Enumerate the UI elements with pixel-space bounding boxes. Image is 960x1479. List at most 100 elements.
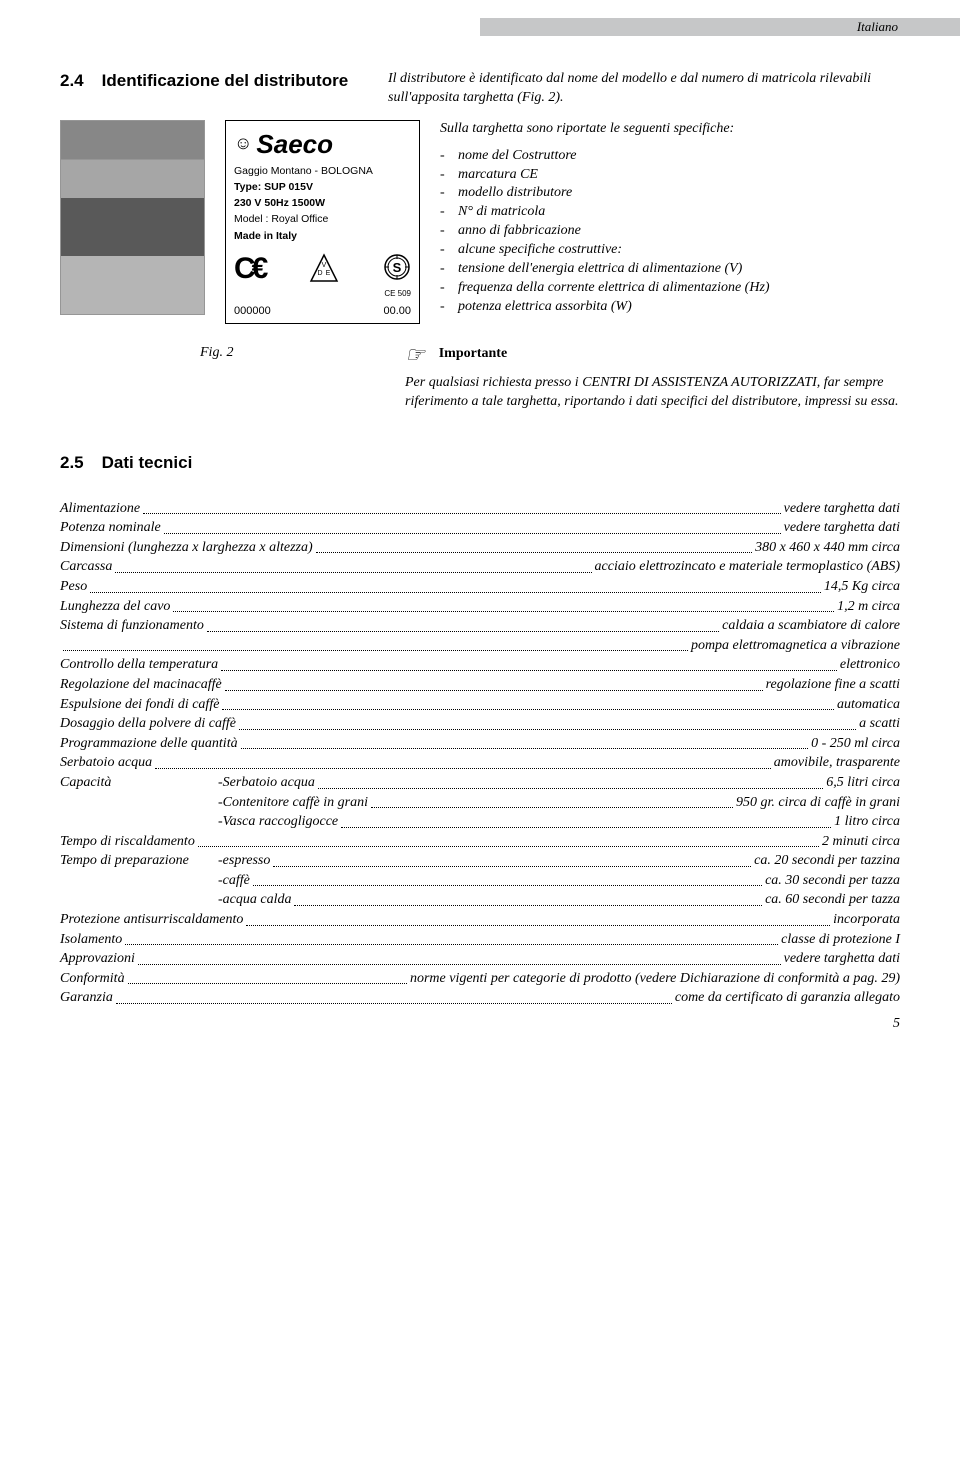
tech-value: 1,2 m circa (837, 597, 900, 617)
tech-label: Potenza nominale (60, 518, 161, 538)
tech-row: -Vasca raccogligocce 1 litro circa (60, 812, 900, 832)
tech-row: Peso 14,5 Kg circa (60, 577, 900, 597)
tech-row: Serbatoio acqua amovibile, trasparente (60, 753, 900, 773)
tech-label: Alimentazione (60, 499, 140, 519)
tech-row: Alimentazione vedere targhetta dati (60, 499, 900, 519)
leader-dots (138, 949, 781, 965)
section-title: Dati tecnici (102, 452, 193, 475)
tech-label (60, 890, 218, 910)
tech-label: Dosaggio della polvere di caffè (60, 714, 236, 734)
leader-dots (273, 851, 751, 867)
section-2-4-head-row: 2.4 Identificazione del distributore Il … (60, 70, 900, 108)
tech-row: Dosaggio della polvere di caffè a scatti (60, 714, 900, 734)
spec-bullet: anno di fabbricazione (440, 222, 900, 241)
tech-label: Sistema di funzionamento (60, 616, 204, 636)
svg-text:E: E (325, 270, 330, 277)
tech-row: Lunghezza del cavo 1,2 m circa (60, 597, 900, 617)
svg-text:V: V (321, 262, 326, 269)
tech-row: Isolamento classe di protezione I (60, 930, 900, 950)
tech-row: Conformità norme vigenti per categorie d… (60, 969, 900, 989)
tech-value: amovibile, trasparente (774, 753, 900, 773)
tech-value: regolazione fine a scatti (766, 675, 900, 695)
spec-sub-bullet: frequenza della corrente elettrica di al… (440, 279, 900, 298)
tech-value: norme vigenti per categorie di prodotto … (410, 969, 900, 989)
brand-smile-icon: ☺ (234, 131, 252, 155)
leader-dots (225, 675, 763, 691)
tech-sublabel: -Vasca raccogligocce (218, 812, 338, 832)
tech-value: pompa elettromagnetica a vibrazione (691, 636, 900, 656)
tech-row: Approvazioni vedere targhetta dati (60, 949, 900, 969)
leader-dots (253, 871, 762, 887)
tech-label: Carcassa (60, 557, 112, 577)
tech-row: Garanzia come da certificato di garanzia… (60, 988, 900, 1008)
tech-label: Peso (60, 577, 87, 597)
tech-label: Approvazioni (60, 949, 135, 969)
tech-value: ca. 60 secondi per tazza (765, 890, 900, 910)
tech-value: acciaio elettrozincato e materiale termo… (595, 557, 900, 577)
plate-line-origin: Made in Italy (234, 229, 411, 243)
leader-dots (63, 636, 688, 652)
tech-value: 950 gr. circa di caffè in grani (736, 793, 900, 813)
tech-row: Potenza nominale vedere targhetta dati (60, 518, 900, 538)
tech-sublabel: -espresso (218, 851, 270, 871)
tech-label (60, 812, 218, 832)
spec-list-intro: Sulla targhetta sono riportate le seguen… (440, 120, 900, 139)
tech-value: come da certificato di garanzia allegato (675, 988, 900, 1008)
tech-value: ca. 20 secondi per tazzina (754, 851, 900, 871)
tech-label: Espulsione dei fondi di caffè (60, 695, 219, 715)
tech-label: Controllo della temperatura (60, 655, 218, 675)
svg-text:D: D (317, 270, 322, 277)
leader-dots (221, 655, 837, 671)
leader-dots (128, 969, 407, 985)
leader-dots (90, 577, 821, 593)
tech-sublabel: -acqua calda (218, 890, 291, 910)
tech-sublabel: -Contenitore caffè in grani (218, 793, 368, 813)
section-number: 2.4 (60, 70, 84, 93)
tech-row: -acqua calda ca. 60 secondi per tazza (60, 890, 900, 910)
tech-value: classe di protezione I (781, 930, 900, 950)
spec-sub-bullet: tensione dell'energia elettrica di alime… (440, 260, 900, 279)
svg-text:S: S (393, 260, 402, 275)
tech-row: Protezione antisurriscaldamento incorpor… (60, 910, 900, 930)
leader-dots (222, 695, 834, 711)
tech-value: 380 x 460 x 440 mm circa (755, 538, 900, 558)
tech-value: vedere targhetta dati (784, 499, 900, 519)
tech-label: Isolamento (60, 930, 122, 950)
leader-dots (241, 734, 809, 750)
leader-dots (155, 753, 771, 769)
tech-value: 6,5 litri circa (826, 773, 900, 793)
plate-rev: 00.00 (383, 304, 411, 319)
section-number: 2.5 (60, 452, 84, 475)
leader-dots (116, 988, 672, 1004)
figure-label: Fig. 2 (60, 344, 375, 363)
tech-row: Sistema di funzionamento caldaia a scamb… (60, 616, 900, 636)
plate-line-power: 230 V 50Hz 1500W (234, 196, 411, 210)
leader-dots (341, 812, 831, 828)
tech-row: Dimensioni (lunghezza x larghezza x alte… (60, 538, 900, 558)
tech-sublabel: -caffè (218, 871, 250, 891)
plate-line-location: Gaggio Montano - BOLOGNA (234, 164, 411, 178)
leader-dots (143, 499, 781, 515)
tech-value: elettronico (840, 655, 900, 675)
tech-row: Espulsione dei fondi di caffè automatica (60, 695, 900, 715)
tech-label: Protezione antisurriscaldamento (60, 910, 243, 930)
tech-value: vedere targhetta dati (784, 949, 900, 969)
tech-row: Capacità-Serbatoio acqua 6,5 litri circa (60, 773, 900, 793)
leader-dots (318, 773, 823, 789)
leader-dots (115, 557, 591, 573)
tech-label: Conformità (60, 969, 125, 989)
tech-row: Tempo di preparazione-espresso ca. 20 se… (60, 851, 900, 871)
product-photo (60, 120, 205, 315)
plate-serial: 000000 (234, 304, 271, 319)
leader-dots (371, 793, 733, 809)
ce-mark-icon: C€ (234, 249, 264, 290)
tech-row: -caffè ca. 30 secondi per tazza (60, 871, 900, 891)
leader-dots (207, 616, 719, 632)
tech-value: caldaia a scambiatore di calore (722, 616, 900, 636)
tech-row: Controllo della temperatura elettronico (60, 655, 900, 675)
technical-data-list: Alimentazione vedere targhetta datiPoten… (60, 499, 900, 1008)
spec-list-block: Sulla targhetta sono riportate le seguen… (440, 120, 900, 317)
vde-mark-icon: VDE (309, 253, 339, 285)
pointing-hand-icon: ☞ (405, 344, 425, 366)
plate-image-row: ☺Saeco Gaggio Montano - BOLOGNA Type: SU… (60, 120, 900, 324)
